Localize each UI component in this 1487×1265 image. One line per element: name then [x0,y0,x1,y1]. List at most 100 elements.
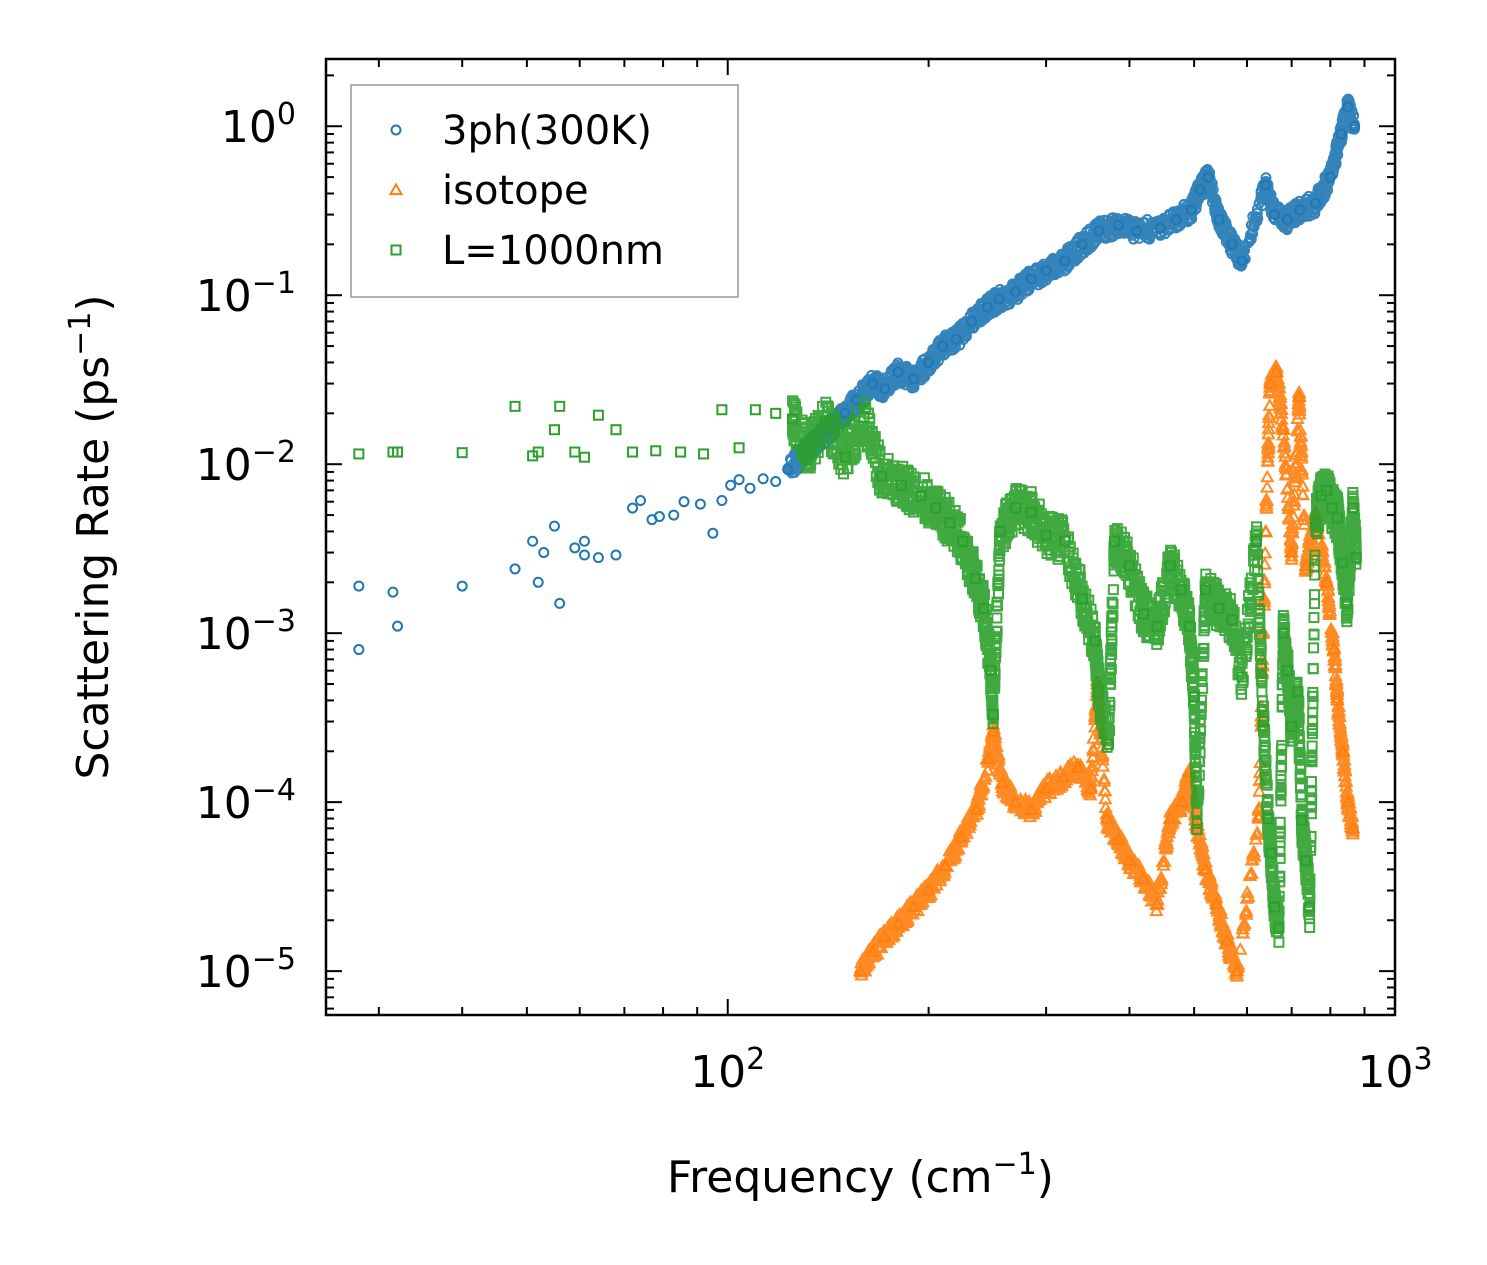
cloud-mark [1021,285,1033,297]
data-point [1010,286,1022,298]
cloud-mark [1128,856,1143,870]
data-point [1291,389,1307,403]
data-point [1024,802,1039,816]
cloud-mark [880,930,895,943]
data-point [950,333,962,345]
cloud-mark [1101,818,1117,832]
cloud-mark [1259,492,1274,505]
data-point [1076,238,1088,250]
data-point [1258,523,1273,537]
cloud-mark [1271,376,1287,389]
cloud-mark [1336,760,1352,773]
data-point [938,858,953,871]
cloud-mark [980,763,995,776]
data-point [538,547,550,559]
data-point [527,535,539,547]
data-point [1349,120,1361,132]
data-point [1149,896,1165,910]
cloud-mark [1336,763,1352,777]
cloud-mark [1314,538,1329,552]
data-point [707,527,719,539]
cloud-mark [1202,882,1218,896]
data-point [1025,273,1037,285]
cloud-mark [1321,592,1336,606]
cloud-mark [1325,163,1337,175]
data-point [1269,364,1284,378]
cloud-mark [991,750,1006,764]
cloud-mark [958,820,973,834]
data-point [1112,219,1124,231]
data-point [1319,574,1334,588]
cloud-mark [1294,443,1309,457]
data-point [1281,214,1293,226]
data-point [1055,769,1071,783]
data-point [879,383,891,395]
cloud-mark [988,736,1003,749]
cloud-mark [1122,860,1138,874]
cloud-mark [991,612,1003,624]
cloud-mark [991,747,1006,761]
cloud-mark [1286,494,1302,507]
cloud-mark [1142,881,1157,894]
data-point [986,724,1001,738]
cloud-mark [1004,784,1020,798]
cloud-mark [1261,408,1277,421]
cloud-mark [1328,660,1343,673]
cloud-mark [1042,771,1057,784]
cloud-mark [1070,252,1082,264]
cloud-mark [1342,93,1354,105]
cloud-mark [1291,385,1307,399]
cloud-mark [802,460,814,472]
cloud-mark [1244,852,1260,866]
cloud-mark [1241,889,1256,902]
cloud-mark [1244,866,1260,879]
cloud-mark [1279,467,1294,481]
cloud-mark [1261,421,1276,435]
cloud-mark [1237,915,1252,929]
cloud-mark [1096,773,1112,787]
cloud-mark [1154,229,1166,241]
cloud-mark [1261,415,1276,429]
cloud-mark [1292,403,1307,416]
cloud-mark [1344,108,1356,120]
data-point [1070,760,1086,773]
cloud-mark [1295,487,1310,500]
data-point [1175,794,1190,808]
cloud-mark [1261,440,1276,454]
cloud-mark [1331,704,1346,718]
data-point [865,944,881,957]
data-point [937,340,949,352]
cloud-mark [1252,784,1267,797]
cloud-mark [1239,903,1254,916]
cloud-mark [1095,752,1110,766]
data-point [569,542,581,554]
cloud-mark [1277,445,1292,459]
data-point [1059,255,1071,267]
cloud-mark [1258,498,1274,512]
plot-area [353,93,1362,982]
cloud-mark [1161,825,1177,839]
data-point [554,597,566,609]
cloud-mark [1277,434,1292,448]
cloud-mark [1096,771,1112,785]
data-point [1198,861,1213,875]
data-point [906,899,921,913]
cloud-mark [1295,478,1311,492]
data-point [851,394,863,406]
data-point [1294,204,1306,216]
data-point [1330,692,1345,706]
cloud-mark [1173,220,1185,232]
data-point [578,535,590,547]
data-point [1335,743,1350,757]
cloud-mark [995,783,1010,797]
cloud-mark [1062,242,1074,254]
data-point [757,473,769,485]
cloud-mark [1292,406,1307,420]
cloud-mark [1107,584,1119,596]
data-point [853,963,868,977]
data-point [892,366,904,378]
cloud-mark [1292,422,1308,436]
data-point [353,644,365,656]
cloud-mark [930,871,946,884]
